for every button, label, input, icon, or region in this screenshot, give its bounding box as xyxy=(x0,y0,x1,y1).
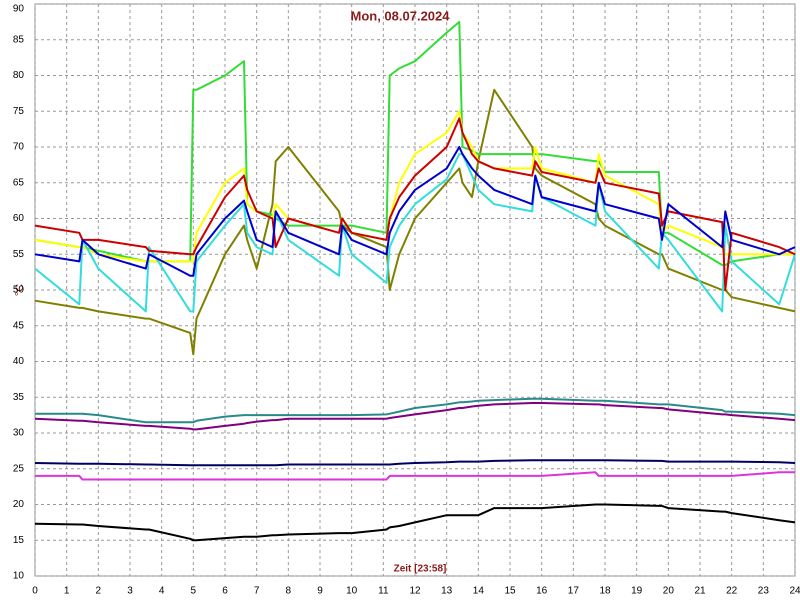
x-tick-label: 22 xyxy=(726,586,738,597)
x-tick-label: 19 xyxy=(631,586,643,597)
y-tick-label: 15 xyxy=(13,535,25,546)
y-tick-label: 55 xyxy=(13,249,25,260)
x-tick-label: 5 xyxy=(191,586,197,597)
series-line xyxy=(34,503,796,542)
y-tick-label: 70 xyxy=(13,142,25,153)
x-tick-label: 7 xyxy=(254,586,260,597)
x-tick-label: 23 xyxy=(758,586,770,597)
x-tick-label: 8 xyxy=(286,586,292,597)
x-tick-label: 17 xyxy=(568,586,580,597)
x-tick-label: 14 xyxy=(473,586,485,597)
y-tick-label: 60 xyxy=(13,213,25,224)
x-tick-label: 18 xyxy=(599,586,611,597)
x-tick-label: 21 xyxy=(694,586,706,597)
y-tick-label: 30 xyxy=(13,428,25,439)
series-line xyxy=(34,402,796,431)
x-tick-label: 0 xyxy=(32,586,38,597)
grid xyxy=(34,3,796,577)
x-axis-label: Zeit [23:58] xyxy=(394,564,447,575)
x-tick-label: 20 xyxy=(663,586,675,597)
y-tick-label: 80 xyxy=(13,70,25,81)
y-tick-label: 90 xyxy=(13,4,25,15)
series-group xyxy=(34,20,796,542)
series-line xyxy=(34,117,796,291)
series-line xyxy=(35,471,795,481)
x-tick-label: 4 xyxy=(159,586,165,597)
y-tick-label: 25 xyxy=(13,463,25,474)
x-tick-label: 1 xyxy=(64,586,70,597)
y-tick-label: 10 xyxy=(13,571,25,582)
x-tick-label: 11 xyxy=(378,586,389,597)
y-tick-label: 35 xyxy=(13,392,25,403)
y-tick-label: 45 xyxy=(13,320,25,331)
x-tick-label: 3 xyxy=(127,586,133,597)
x-tick-label: 9 xyxy=(317,586,323,597)
y-tick-label: 85 xyxy=(13,34,25,45)
x-tick-label: 2 xyxy=(96,586,102,597)
x-tick-label: 15 xyxy=(504,586,516,597)
series-line xyxy=(35,397,796,424)
series-line xyxy=(34,459,796,467)
x-tick-label: 10 xyxy=(346,586,358,597)
y-tick-label: 75 xyxy=(13,106,25,117)
y-tick-label: 20 xyxy=(13,499,25,510)
y-tick-label: 65 xyxy=(13,177,25,188)
x-tick-label: 16 xyxy=(536,586,548,597)
x-tick-label: 12 xyxy=(409,586,421,597)
x-tick-label: 24 xyxy=(789,586,800,597)
chart-title: Mon, 08.07.2024 xyxy=(351,8,451,23)
series-line xyxy=(34,146,796,277)
y-tick-label: 50 xyxy=(13,285,25,296)
series-line xyxy=(34,88,796,356)
series-line xyxy=(34,20,795,266)
series-line xyxy=(34,153,796,313)
x-tick-label: 13 xyxy=(441,586,453,597)
series-line xyxy=(34,110,795,263)
y-tick-label: 40 xyxy=(13,356,25,367)
y-axis-label: °C xyxy=(14,284,26,296)
x-tick-label: 6 xyxy=(222,586,228,597)
